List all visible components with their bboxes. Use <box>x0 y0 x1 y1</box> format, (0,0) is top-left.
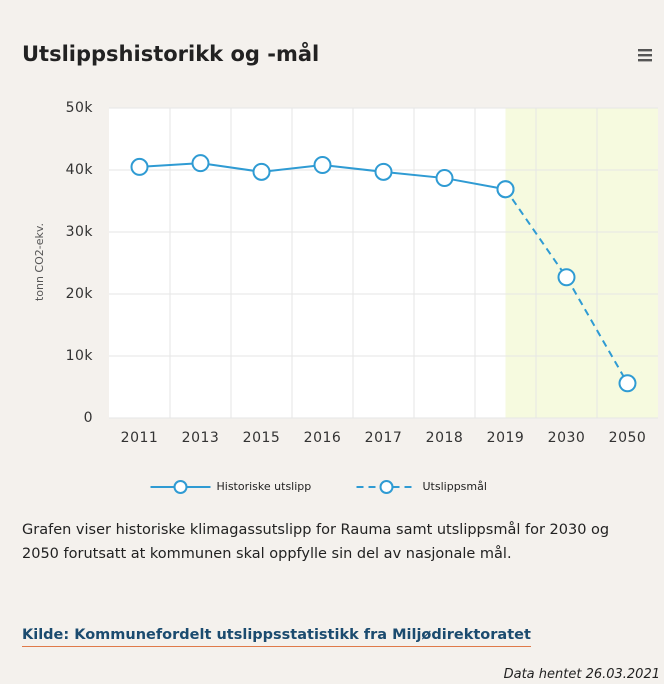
x-tick-label: 2030 <box>548 430 586 446</box>
menu-bar <box>638 59 652 62</box>
menu-bar <box>638 49 652 52</box>
x-tick-label: 2011 <box>121 430 159 446</box>
legend-label: Historiske utslipp <box>217 480 312 493</box>
y-tick-label: 0 <box>84 410 93 426</box>
point-marker <box>252 162 271 181</box>
chart-title: Utslippshistorikk og -mål <box>22 41 319 66</box>
menu-bar <box>638 54 652 57</box>
y-axis-label: tonn CO2-ekv. <box>33 223 46 301</box>
plot-band <box>505 108 658 418</box>
x-tick-label: 2019 <box>487 430 525 446</box>
x-tick-label: 2017 <box>365 430 403 446</box>
y-tick-label: 10k <box>66 348 94 364</box>
legend-label: Utslippsmål <box>423 480 487 493</box>
point-marker <box>374 162 393 181</box>
x-tick-label: 2018 <box>426 430 464 446</box>
point-marker <box>618 374 637 393</box>
y-tick-label: 50k <box>66 100 94 116</box>
x-tick-label: 2013 <box>182 430 220 446</box>
x-tick-label: 2050 <box>609 430 647 446</box>
menu-icon[interactable] <box>638 49 652 62</box>
source-link[interactable]: Kilde: Kommunefordelt utslippsstatistikk… <box>22 624 531 647</box>
y-tick-label: 20k <box>66 286 94 302</box>
legend-marker <box>379 480 394 494</box>
point-marker <box>557 268 576 287</box>
x-tick-label: 2015 <box>243 430 281 446</box>
y-tick-label: 40k <box>66 162 94 178</box>
point-marker <box>130 157 149 176</box>
point-marker <box>191 154 210 173</box>
chart: Utslippshistorikk og -mål tonn CO2-ekv. … <box>22 41 658 494</box>
y-tick-label: 30k <box>66 224 94 240</box>
point-marker <box>435 169 454 188</box>
point-marker <box>313 156 332 175</box>
description: Grafen viser historiske klimagassutslipp… <box>22 522 610 562</box>
x-tick-label: 2016 <box>304 430 342 446</box>
point-marker <box>496 180 515 199</box>
retrieved-date: Data hentet 26.03.2021 <box>503 667 660 682</box>
legend-marker <box>173 480 188 494</box>
